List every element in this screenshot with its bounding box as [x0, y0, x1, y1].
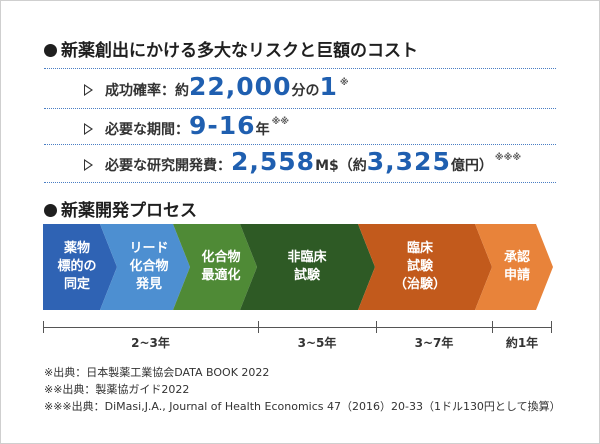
triangle-bullet-icon — [84, 84, 93, 96]
period-label: 約1年 — [505, 336, 539, 350]
bullet-dot-icon — [44, 204, 57, 217]
period-label: 3~5年 — [297, 336, 337, 350]
process-step-target-identification — [43, 224, 117, 310]
source-note: ※出典：日本製薬工業協会DATA BOOK 2022 — [44, 366, 270, 379]
step-label-clinical: 臨床 試験 （治験） — [393, 241, 446, 292]
timeline-tick — [492, 321, 493, 333]
stat-row-success-rate: 成功確率：約 22,000 分の 1 ※ — [84, 72, 349, 108]
stat-value: 9-16 — [189, 111, 256, 140]
timeline-tick — [376, 321, 377, 333]
timeline-axis — [43, 327, 552, 328]
process-heading: 新薬開発プロセス — [44, 196, 197, 221]
stat-unit-2: 億円） — [450, 158, 493, 174]
period-label: 3~7年 — [414, 336, 454, 350]
source-note: ※※※出典：DiMasi,J.A., Journal of Health Eco… — [44, 400, 561, 413]
stat-value: 2,558 — [231, 147, 316, 176]
stat-value-2: 1 — [319, 72, 338, 101]
process-step-approval — [475, 224, 553, 310]
process-step-optimization — [173, 224, 257, 310]
triangle-bullet-icon — [84, 159, 93, 171]
stat-label: 成功確率：約 — [105, 83, 189, 99]
step-label-lead-discovery: リード 化合物 発見 — [129, 241, 169, 292]
cost-heading: 新薬創出にかける多大なリスクと巨額のコスト — [44, 36, 418, 61]
divider — [44, 144, 556, 145]
stat-label: 必要な期間： — [105, 122, 189, 138]
stat-unit: M$（約 — [315, 158, 367, 174]
footnote-mark: ※ — [339, 78, 349, 88]
process-heading-text: 新薬開発プロセス — [61, 201, 197, 221]
step-label-optimization: 化合物 最適化 — [201, 250, 241, 283]
footnote-mark: ※※※ — [494, 153, 522, 163]
divider — [44, 108, 556, 109]
timeline-tick — [43, 321, 44, 333]
bullet-dot-icon — [44, 44, 57, 57]
step-label-nonclinical: 非臨床 試験 — [287, 250, 327, 283]
stat-unit: 年 — [255, 122, 270, 138]
stat-value: 22,000 — [189, 72, 292, 101]
step-label-target-identification: 薬物 標的の 同定 — [57, 241, 97, 292]
process-step-clinical — [358, 224, 492, 310]
process-step-lead-discovery — [100, 224, 190, 310]
stat-label: 必要な研究開発費： — [105, 158, 231, 174]
triangle-bullet-icon — [84, 123, 93, 135]
stat-unit: 分の — [291, 83, 320, 99]
stat-row-rd-cost: 必要な研究開発費： 2,558 M$（約 3,325 億円） ※※※ — [84, 147, 521, 183]
process-step-nonclinical — [240, 224, 375, 310]
step-label-approval: 承認 申請 — [503, 250, 530, 283]
stat-value-2: 3,325 — [366, 147, 451, 176]
cost-heading-text: 新薬創出にかける多大なリスクと巨額のコスト — [61, 41, 418, 61]
period-label: 2~3年 — [131, 336, 170, 350]
timeline-tick — [551, 321, 552, 333]
divider — [44, 182, 556, 183]
stat-row-period: 必要な期間： 9-16 年 ※※ — [84, 111, 289, 147]
divider — [44, 68, 556, 69]
source-note: ※※出典：製薬協ガイド2022 — [44, 383, 190, 396]
footnote-mark: ※※ — [271, 117, 290, 127]
timeline — [43, 321, 552, 333]
timeline-tick — [258, 321, 259, 333]
